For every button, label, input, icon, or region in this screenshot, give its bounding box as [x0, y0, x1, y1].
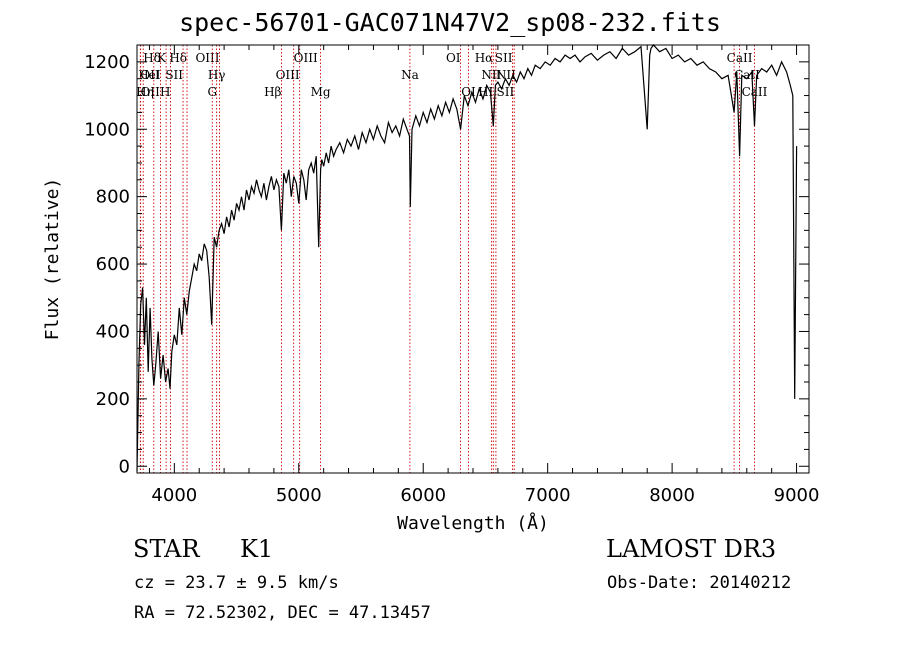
y-tick-label: 200 [96, 389, 130, 410]
redshift-cz: cz = 23.7 ± 9.5 km/s [134, 573, 339, 593]
spectral-line-label: Hβ [264, 85, 281, 99]
spectral-line-label: Na [401, 68, 419, 82]
x-tick-label: 9000 [774, 485, 820, 506]
x-tick-label: 5000 [276, 485, 322, 506]
spectral-line-label: Hα [475, 51, 494, 65]
spectrum-series-line [136, 44, 798, 472]
obs-date: Obs-Date: 20140212 [607, 573, 792, 593]
ra-dec: RA = 72.52302, DEC = 47.13457 [134, 603, 431, 623]
spectral-line-label: CaII [727, 51, 753, 65]
spectral-line-label: Hγ [208, 68, 226, 82]
y-tick-label: 0 [119, 456, 130, 477]
x-tick-label: 4000 [151, 485, 197, 506]
y-tick-label: 600 [96, 254, 130, 275]
y-tick-label: 1200 [84, 52, 130, 73]
plot-frame [136, 44, 810, 474]
spectral-line-label: Hη [136, 85, 154, 99]
object-subclass: K1 [240, 535, 274, 563]
spectral-line-label: CaII [734, 68, 760, 82]
spectral-line-label: SII [165, 68, 183, 82]
spectral-line-label: Mg [311, 85, 331, 99]
spectral-line-label: HeI [138, 68, 161, 82]
spectral-line-label: NII [481, 68, 501, 82]
object-class: STAR [133, 535, 200, 563]
x-axis-label: Wavelength (Å) [397, 512, 549, 534]
spectral-line-label: OI [446, 51, 461, 65]
y-tick-label: 400 [96, 321, 130, 342]
spectral-line-label: SII [496, 85, 514, 99]
y-tick-label: 800 [96, 187, 130, 208]
y-tick-label: 1000 [84, 119, 130, 140]
spectral-line-label: OI [461, 85, 476, 99]
spectral-line-label: OII [141, 85, 161, 99]
x-tick-label: 8000 [649, 485, 695, 506]
spectral-line-label: G [207, 85, 217, 99]
survey-name: LAMOST DR3 [606, 535, 777, 563]
spectral-line-label: Hδ [169, 51, 187, 65]
spectral-line-label: OIII [195, 51, 219, 65]
spectral-line-label: K [157, 51, 167, 65]
spectral-line-label: CaII [742, 85, 768, 99]
y-axis-label: Flux (relative) [42, 178, 63, 341]
x-tick-label: 7000 [525, 485, 571, 506]
spectral-line-label: H [160, 85, 170, 99]
spectral-line-label: Hδ [143, 51, 161, 65]
x-tick-label: 6000 [400, 485, 446, 506]
spectral-line-label: OII [140, 68, 160, 82]
axis-ticks-layer: 4000 5000 6000 7000 8000 9000 0 200 400 600 800 100… [84, 45, 819, 506]
spectral-line-label: OIII [276, 68, 300, 82]
spectral-line-label: SII [495, 51, 513, 65]
spectral-line-label: OIII [294, 51, 318, 65]
plot-title: spec-56701-GAC071N47V2_sp08-232.fits [179, 8, 721, 37]
